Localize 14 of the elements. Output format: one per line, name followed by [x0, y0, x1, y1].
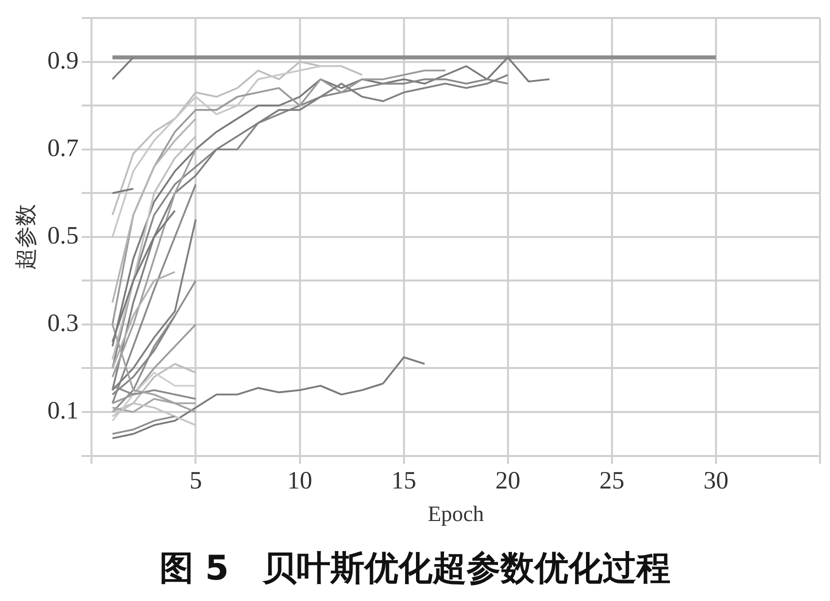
y-tick-label: 0.9 [47, 47, 79, 74]
x-tick-label: 5 [189, 467, 202, 494]
x-tick-label: 20 [495, 467, 520, 494]
y-tick-label: 0.3 [47, 310, 79, 338]
x-tick-label: 10 [287, 467, 312, 494]
x-tick-label: 25 [599, 467, 624, 494]
x-tick-label: 30 [703, 467, 728, 494]
y-tick-label: 0.5 [47, 222, 79, 250]
x-axis-title: Epoch [428, 500, 484, 526]
y-tick-label: 0.1 [47, 398, 79, 425]
x-tick-label: 15 [391, 467, 416, 494]
y-tick-label: 0.7 [47, 134, 79, 162]
y-axis-title: 超参数 [14, 204, 39, 270]
text: 图 5 贝叶斯优化超参数优化过程 [159, 548, 671, 588]
